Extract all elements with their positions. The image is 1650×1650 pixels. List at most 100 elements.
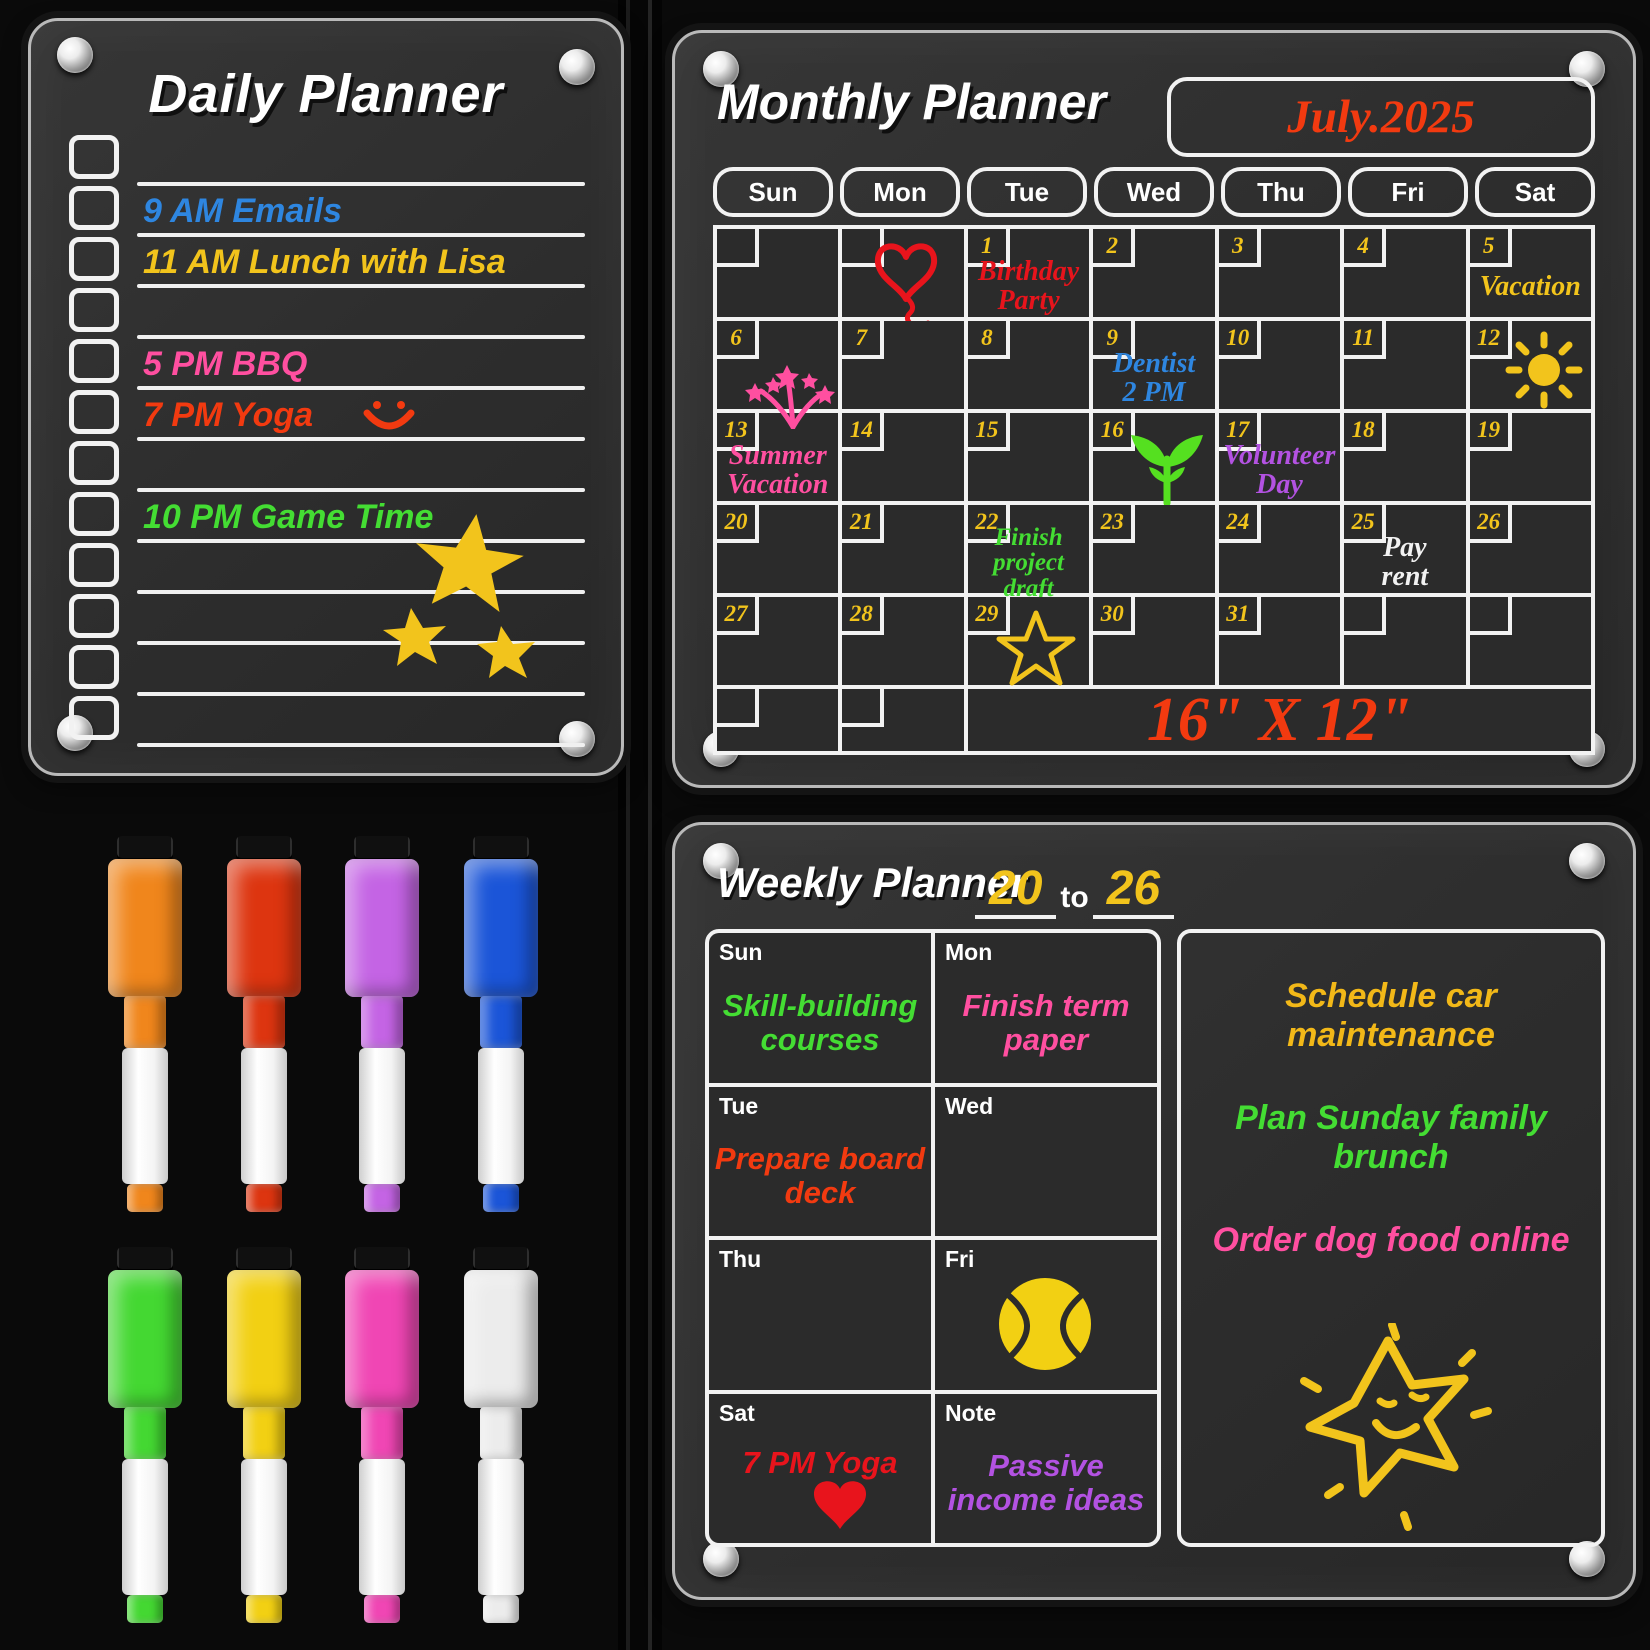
daily-planner-board: Daily Planner 9 AM Emails 11 AM Lunch wi… <box>28 18 624 776</box>
marker-cap <box>108 859 183 997</box>
screw-icon <box>1569 1541 1605 1577</box>
daily-rows: 9 AM Emails 11 AM Lunch with Lisa 5 PM B… <box>31 135 621 749</box>
weekly-cell-fri: Fri <box>935 1240 1157 1390</box>
marker-blue <box>454 836 548 1212</box>
date-tab: 10 <box>1218 321 1261 359</box>
weekday-pill: Sat <box>1475 167 1595 217</box>
star-smiley-doodle <box>1300 1323 1492 1531</box>
monthly-cell: 30 <box>1093 597 1215 685</box>
marker-neck <box>479 996 522 1048</box>
monthly-cell: 2 <box>1093 229 1215 317</box>
daily-row: 5 PM BBQ <box>31 339 621 392</box>
cell-entry: Finish term paper <box>962 987 1130 1057</box>
write-line <box>137 488 585 492</box>
cell-label: Sat <box>719 1399 755 1426</box>
cell-entry <box>939 1121 1153 1233</box>
date-number: 11 <box>1352 325 1374 350</box>
cell-entry: Skill-building courses <box>722 987 918 1057</box>
cell-label: Tue <box>719 1092 759 1119</box>
marker-ring <box>482 1184 519 1212</box>
marker-set <box>86 836 560 1632</box>
date-tab: 21 <box>842 505 885 543</box>
screw-icon <box>703 843 739 879</box>
panel-divider <box>618 0 662 1650</box>
date-number: 25 <box>1351 509 1375 534</box>
marker-neck <box>124 1407 167 1459</box>
marker-barrel <box>359 1459 406 1595</box>
fireworks-doodle <box>745 365 835 429</box>
date-tab: 5 <box>1469 229 1512 267</box>
screw-icon <box>559 49 595 85</box>
daily-entry: 10 PM Game Time <box>143 498 434 536</box>
marker-cap <box>345 859 420 997</box>
date-tab: 31 <box>1218 597 1261 635</box>
daily-row <box>31 441 621 494</box>
date-tab: 23 <box>1093 505 1136 543</box>
cell-note: Vacation <box>1479 270 1581 302</box>
marker-white <box>454 1247 548 1623</box>
star-smiley-doodle-wrap <box>1181 1323 1601 1533</box>
weekly-cell-sat: Sat 7 PM Yoga <box>709 1393 931 1543</box>
checkbox-icon <box>69 594 119 638</box>
daily-row: 7 PM Yoga <box>31 390 621 443</box>
monthly-cell: 9 Dentist 2 PM <box>1093 321 1215 409</box>
date-number: 24 <box>1226 509 1250 534</box>
monthly-cell: 13 Summer Vacation <box>717 365 839 501</box>
eraser-cap-icon <box>354 836 411 862</box>
marker-cap <box>463 1270 538 1408</box>
monthly-cell: 17 Volunteer Day <box>1218 413 1341 501</box>
checkbox-icon <box>69 390 119 434</box>
date-tab: 11 <box>1344 321 1387 359</box>
eraser-cap-icon <box>117 1247 174 1273</box>
marker-barrel <box>122 1048 169 1184</box>
marker-purple <box>335 836 429 1212</box>
date-number: 16 <box>1100 417 1124 442</box>
cell-entry: Passive income ideas <box>947 1448 1145 1518</box>
cell-note: Summer Vacation <box>727 440 829 500</box>
daily-row <box>31 696 621 749</box>
marker-cap <box>108 1270 183 1408</box>
date-number: 5 <box>1482 233 1495 258</box>
cell-label: Mon <box>945 939 993 965</box>
daily-row <box>31 645 621 698</box>
weekday-pill: Mon <box>840 167 960 217</box>
weekday-pill: Fri <box>1348 167 1468 217</box>
date-number: 26 <box>1477 509 1501 534</box>
monthly-cell: 25 Pay rent <box>1344 505 1466 593</box>
date-number: 9 <box>1106 325 1119 350</box>
date-tab: 25 <box>1344 505 1387 543</box>
memo-panel: Schedule car maintenance Plan Sunday fam… <box>1177 929 1605 1547</box>
date-tab <box>717 689 759 727</box>
weekday-pill: Wed <box>1094 167 1214 217</box>
marker-neck <box>361 1407 404 1459</box>
eraser-cap-icon <box>235 1247 292 1273</box>
write-line <box>137 182 585 186</box>
date-tab: 29 <box>967 597 1010 635</box>
date-tab: 15 <box>967 413 1010 451</box>
daily-planner-title: Daily Planner <box>148 64 504 124</box>
cell-note: Dentist 2 PM <box>1112 348 1196 408</box>
marker-barrel <box>122 1459 169 1595</box>
stars-doodle <box>383 514 535 678</box>
monthly-cell: 24 <box>1218 505 1341 593</box>
monthly-cell: 21 <box>842 505 964 593</box>
weekly-planner-board: Weekly Planner 20 to 26 Memo Sun Skill-b… <box>672 822 1636 1600</box>
date-tab: 2 <box>1093 229 1136 267</box>
checkbox-icon <box>69 441 119 485</box>
monthly-cell: 23 <box>1093 505 1215 593</box>
date-number: 15 <box>975 417 999 442</box>
week-to-word: to <box>1060 881 1089 914</box>
marker-ring <box>482 1595 519 1623</box>
marker-green <box>98 1247 192 1623</box>
monthly-cell: 28 <box>842 597 964 685</box>
date-number: 13 <box>724 417 748 442</box>
eraser-cap-icon <box>117 836 174 862</box>
cell-label: Thu <box>719 1246 762 1272</box>
write-line <box>137 386 585 390</box>
daily-entry: 7 PM Yoga <box>143 396 314 434</box>
weekly-planner-title: Weekly Planner <box>717 859 1027 906</box>
monthly-cell: 29 <box>967 597 1090 686</box>
date-tab <box>842 689 885 727</box>
cell-note: Finish project draft <box>993 523 1064 602</box>
date-number: 10 <box>1226 325 1250 350</box>
